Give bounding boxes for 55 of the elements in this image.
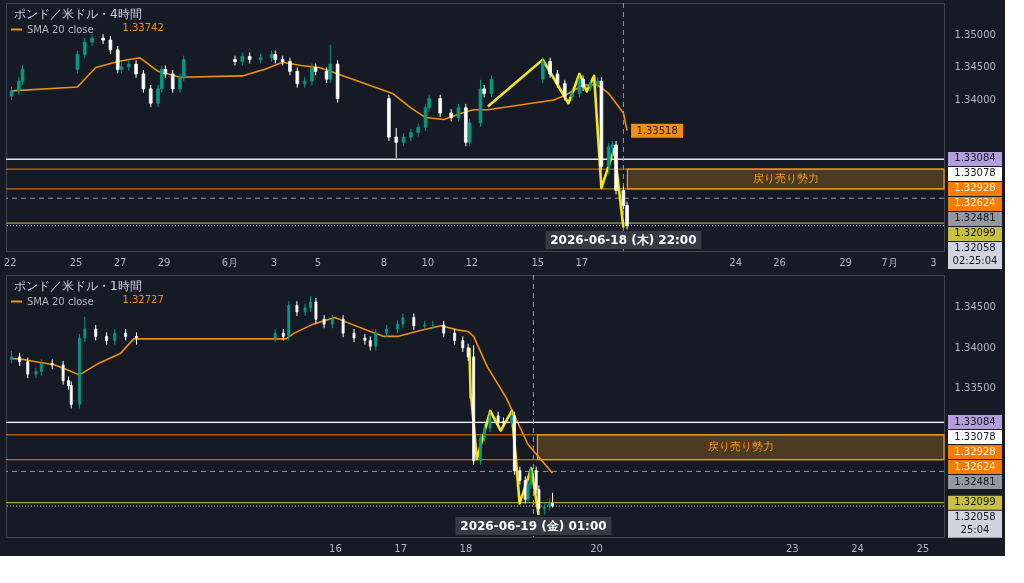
ref-line-label: 1.33084 [954, 415, 996, 427]
x-tick-label: 6月 [221, 256, 239, 268]
ref-line-label: 2026-06-19 (金) 01:00 [460, 519, 607, 533]
y-tick-label: 1.34000 [954, 341, 996, 353]
x-tick-label: 8 [380, 256, 388, 268]
x-tick-label: 17 [394, 542, 408, 554]
x-tick-label: 24 [851, 542, 864, 554]
ref-line-label: 1.32481 [954, 475, 996, 487]
ref-line-label: 1.32099 [954, 496, 996, 508]
x-tick-label: 29 [839, 256, 852, 268]
x-tick-label: 22 [3, 256, 17, 268]
x-tick-label: 24 [729, 256, 743, 268]
ref-line-label: 1.32481 [954, 212, 996, 224]
band-label: 戻り売り勢力 [752, 172, 819, 186]
x-tick-label: 25 [69, 256, 83, 268]
band-label: 戻り売り勢力 [707, 440, 774, 454]
x-tick-label: 5 [314, 256, 322, 268]
ref-line-label: 1.32058 02:25:04 [952, 242, 998, 267]
y-tick-label: 1.34500 [954, 300, 996, 312]
ref-line-label: 1.32624 [954, 197, 996, 209]
ref-line-label: 1.33078 [954, 167, 996, 179]
x-tick-label: 20 [590, 542, 603, 554]
x-tick-label: 27 [113, 256, 127, 268]
x-tick-label: 10 [421, 256, 435, 268]
x-tick-label: 17 [575, 256, 589, 268]
y-tick-label: 1.33500 [954, 382, 996, 394]
ref-line-label: 2026-06-18 (木) 22:00 [550, 233, 697, 247]
ref-line-label: 1.33084 [954, 152, 996, 164]
annotation: 1.32727 [122, 294, 164, 305]
annotation: 1.33742 [122, 22, 164, 33]
legend-label: SMA 20 close [27, 23, 94, 35]
x-tick-label: 18 [459, 542, 473, 554]
y-tick-label: 1.35000 [954, 28, 996, 40]
x-tick-label: 7月 [881, 256, 898, 268]
ref-line-label: 1.33078 [954, 430, 996, 442]
ref-line-label: 1.32928 [954, 445, 996, 457]
x-tick-label: 16 [329, 542, 342, 554]
y-tick-label: 1.34000 [954, 93, 996, 105]
x-tick-label: 26 [773, 256, 786, 268]
x-tick-label: 25 [916, 542, 930, 554]
ref-line-label: 1.32058 25:04 [954, 511, 996, 536]
x-tick-label: 12 [465, 256, 479, 268]
legend-label: SMA 20 close [27, 295, 94, 307]
x-tick-label: 3 [930, 256, 937, 268]
x-tick-label: 23 [785, 542, 799, 554]
chart-title: ポンド／米ドル・1時間 [14, 279, 142, 293]
annotation: 1.33518 [636, 124, 678, 136]
y-tick-label: 1.34500 [954, 61, 996, 73]
x-tick-label: 29 [157, 256, 171, 268]
ref-line-label: 1.32928 [954, 182, 996, 194]
chart-title: ポンド／米ドル・4時間 [14, 7, 142, 21]
x-tick-label: 15 [531, 256, 545, 268]
x-tick-label: 3 [270, 256, 278, 268]
ref-line-label: 1.32099 [954, 227, 996, 239]
ref-line-label: 1.32624 [954, 460, 996, 472]
